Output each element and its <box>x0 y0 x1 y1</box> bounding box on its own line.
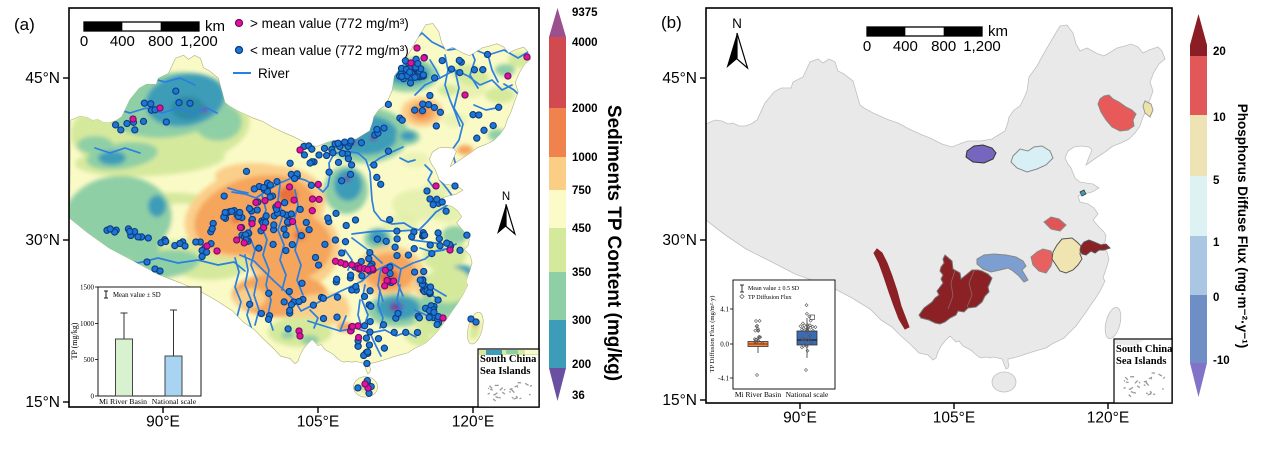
svg-text:km: km <box>988 23 1008 40</box>
svg-text:450: 450 <box>572 223 591 235</box>
svg-text:Sediments TP Content (mg/kg): Sediments TP Content (mg/kg) <box>603 105 624 381</box>
svg-text:TP Diffusion Flux (mg/m²·y): TP Diffusion Flux (mg/m²·y) <box>709 296 716 373</box>
svg-text:-4.1: -4.1 <box>718 375 730 383</box>
svg-text:< mean value (772 mg/m³): < mean value (772 mg/m³) <box>250 43 409 58</box>
svg-text:4000: 4000 <box>572 37 598 49</box>
svg-text:0: 0 <box>863 38 871 55</box>
svg-text:400: 400 <box>893 38 918 55</box>
svg-text:350: 350 <box>572 267 591 279</box>
svg-text:800: 800 <box>931 38 956 55</box>
svg-text:90°E: 90°E <box>783 410 817 427</box>
svg-text:Sea Islands: Sea Islands <box>480 366 530 377</box>
svg-text:5: 5 <box>1213 175 1220 187</box>
svg-text:4.1: 4.1 <box>720 306 729 314</box>
svg-text:20: 20 <box>1213 46 1226 58</box>
svg-text:1: 1 <box>1213 237 1220 249</box>
svg-text:400: 400 <box>110 33 135 50</box>
svg-text:Mi River Basin: Mi River Basin <box>99 397 147 406</box>
svg-text:500: 500 <box>84 356 95 364</box>
svg-text:45°N: 45°N <box>662 70 697 87</box>
svg-text:90°E: 90°E <box>146 414 180 431</box>
svg-text:9375: 9375 <box>572 7 598 19</box>
svg-text:200: 200 <box>572 359 591 371</box>
svg-text:National scale: National scale <box>786 390 829 399</box>
svg-text:Phosphorus Diffuse Flux (mg·m⁻: Phosphorus Diffuse Flux (mg·m⁻²·y⁻¹) <box>1235 104 1250 349</box>
svg-text:1000: 1000 <box>572 152 598 164</box>
svg-text:15°N: 15°N <box>25 394 60 411</box>
svg-text:30°N: 30°N <box>25 232 60 249</box>
svg-text:N: N <box>732 16 742 31</box>
svg-text:30°N: 30°N <box>662 232 697 249</box>
svg-text:120°E: 120°E <box>1087 410 1129 427</box>
svg-text:-10: -10 <box>1213 355 1230 367</box>
svg-text:Sea Islands: Sea Islands <box>1116 356 1166 367</box>
svg-text:750: 750 <box>572 185 591 197</box>
svg-text:36: 36 <box>572 390 585 402</box>
svg-text:South China: South China <box>1116 344 1173 355</box>
svg-text:15°N: 15°N <box>662 392 697 409</box>
svg-text:1500: 1500 <box>80 284 95 292</box>
svg-text:> mean value (772 mg/m³): > mean value (772 mg/m³) <box>250 16 409 31</box>
svg-text:TP (mg/kg): TP (mg/kg) <box>70 322 79 359</box>
svg-text:National scale: National scale <box>152 397 197 406</box>
svg-text:N: N <box>502 191 510 203</box>
svg-text:Mean value ± 0.5 SD: Mean value ± 0.5 SD <box>748 286 800 292</box>
svg-text:120°E: 120°E <box>452 414 494 431</box>
svg-text:River: River <box>258 66 290 81</box>
svg-text:South China: South China <box>480 354 537 365</box>
svg-text:1000: 1000 <box>80 320 95 328</box>
svg-text:1,200: 1,200 <box>963 38 1001 55</box>
svg-text:10: 10 <box>1213 112 1226 124</box>
svg-text:105°E: 105°E <box>933 410 975 427</box>
svg-text:(b): (b) <box>661 13 682 32</box>
svg-text:TP Diffusion Flux: TP Diffusion Flux <box>748 294 792 301</box>
svg-text:Mean value ± SD: Mean value ± SD <box>113 292 161 299</box>
svg-text:0: 0 <box>91 393 95 401</box>
svg-text:0: 0 <box>80 33 88 50</box>
svg-text:45°N: 45°N <box>25 70 60 87</box>
svg-text:105°E: 105°E <box>297 414 339 431</box>
svg-text:km: km <box>205 18 225 35</box>
svg-text:(a): (a) <box>14 15 35 34</box>
svg-text:0.0: 0.0 <box>720 341 729 349</box>
svg-text:1,200: 1,200 <box>180 33 218 50</box>
svg-text:2000: 2000 <box>572 103 598 115</box>
svg-text:800: 800 <box>148 33 173 50</box>
svg-text:300: 300 <box>572 315 591 327</box>
svg-text:0: 0 <box>1213 292 1219 304</box>
svg-text:Mi River Basin: Mi River Basin <box>735 390 781 399</box>
